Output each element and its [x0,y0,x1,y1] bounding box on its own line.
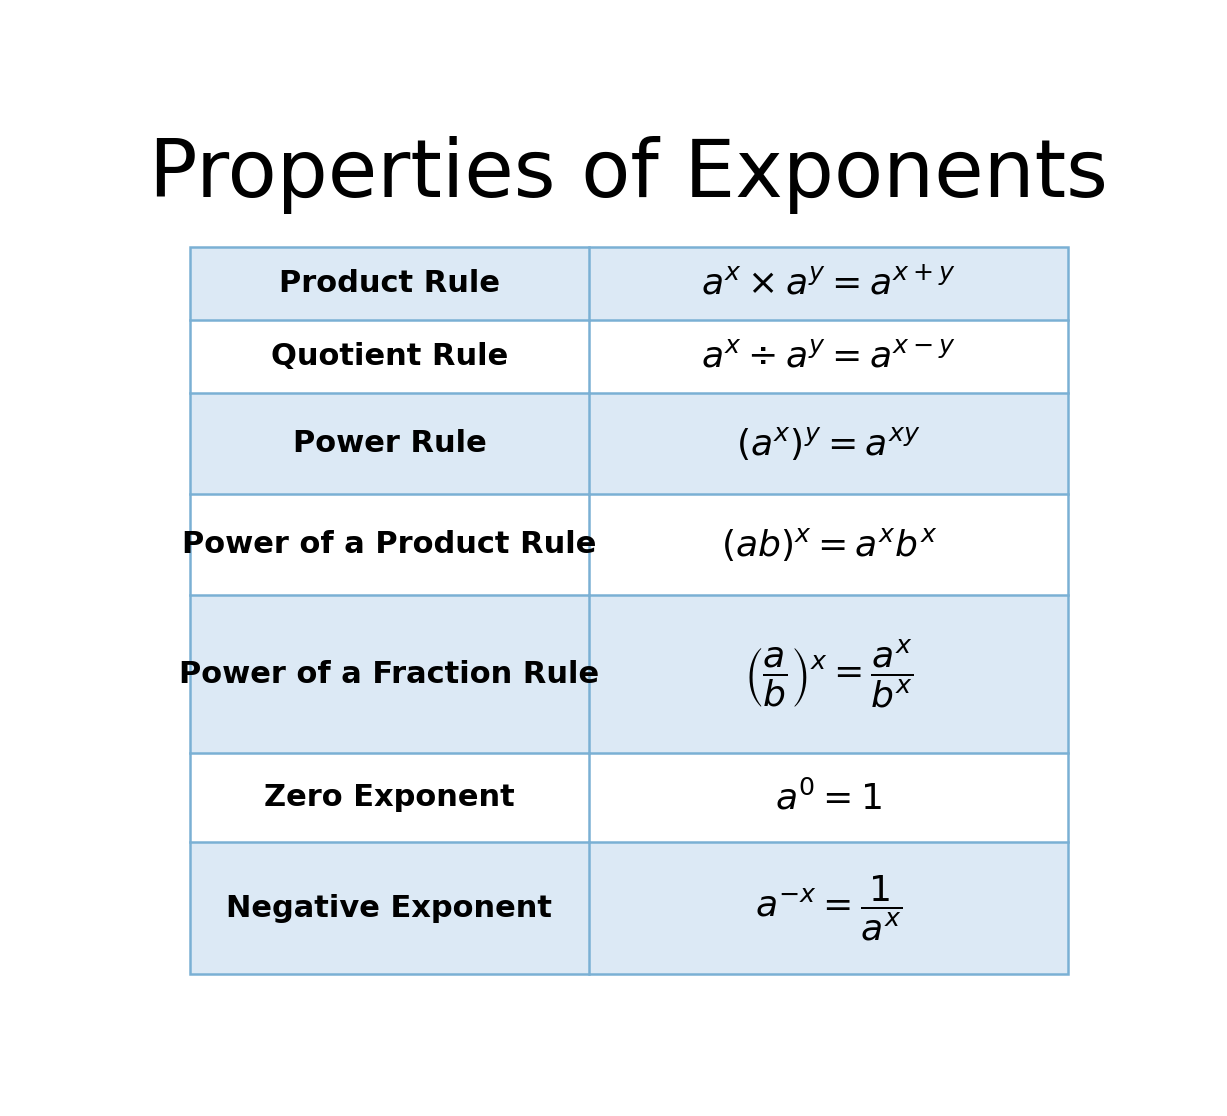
Text: $\left(\dfrac{a}{b}\right)^x = \dfrac{a^x}{b^x}$: $\left(\dfrac{a}{b}\right)^x = \dfrac{a^… [744,638,914,710]
Bar [189,843,1069,974]
Text: $(a^x)^y = a^{xy}$: $(a^x)^y = a^{xy}$ [736,425,921,462]
Text: $(ab)^x = a^x b^x$: $(ab)^x = a^x b^x$ [720,526,937,562]
Text: Negative Exponent: Negative Exponent [227,894,552,923]
Text: Product Rule: Product Rule [279,269,499,298]
Text: Power of a Fraction Rule: Power of a Fraction Rule [179,660,600,689]
Text: $a^{-x} = \dfrac{1}{a^x}$: $a^{-x} = \dfrac{1}{a^x}$ [756,874,902,943]
Bar [189,248,1069,320]
Text: Power Rule: Power Rule [292,430,486,459]
Bar [189,494,1069,595]
Bar [189,394,1069,494]
Bar [189,595,1069,753]
Text: $a^x \times a^y = a^{x+y}$: $a^x \times a^y = a^{x+y}$ [701,267,956,301]
Bar [189,248,1069,974]
Bar [189,753,1069,843]
Text: Zero Exponent: Zero Exponent [264,783,515,812]
Text: Properties of Exponents: Properties of Exponents [150,136,1108,214]
Text: $a^x \div a^y = a^{x-y}$: $a^x \div a^y = a^{x-y}$ [701,340,956,374]
Text: Quotient Rule: Quotient Rule [271,343,508,372]
Text: Power of a Product Rule: Power of a Product Rule [183,530,596,559]
Bar [189,320,1069,394]
Text: $a^0 = 1$: $a^0 = 1$ [775,780,882,816]
